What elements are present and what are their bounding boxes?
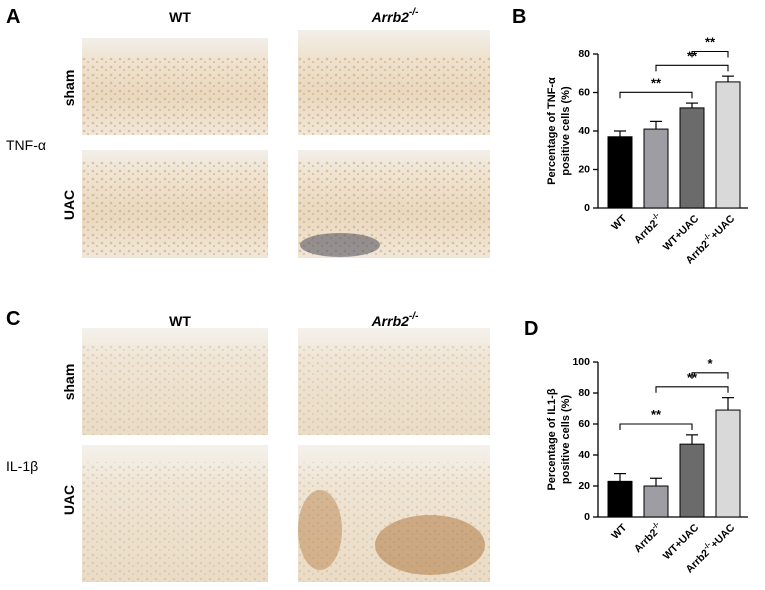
panel-label: B [512,6,526,28]
y-tick-label: 80 [578,387,590,399]
y-tick-label: 60 [578,86,590,98]
x-tick-label: Arrb2-/- [629,210,665,246]
error-bar [650,120,662,130]
significance-bracket [691,50,729,58]
row-heading: UAC [61,485,77,515]
y-axis-label: positive cells (%) [560,86,572,176]
row-heading: UAC [61,190,77,220]
image-detail [375,515,485,575]
bar [679,107,705,209]
significance-label: ** [705,35,716,50]
y-axis-label: Percentage of IL1-β [546,388,558,490]
y-tick-label: 0 [584,202,590,214]
column-heading: Arrb2-/- [371,7,420,25]
y-axis-label: positive cells (%) [560,395,572,485]
image-detail [300,233,380,257]
significance-bracket [691,372,729,379]
y-tick-label: 80 [578,48,590,60]
bar [643,128,669,209]
panel-label: D [524,318,538,340]
image-texture [82,58,268,135]
column-heading: WT [169,313,191,329]
bar [607,136,633,209]
error-bar [722,397,734,411]
y-tick-label: 0 [584,511,590,523]
bar [679,443,705,518]
error-bar [686,434,698,445]
significance-label: ** [651,407,662,422]
image-texture [82,345,268,435]
marker-label: TNF-α [6,137,46,153]
significance-bracket [619,91,693,99]
significance-bracket [655,64,729,72]
error-bar [722,75,734,82]
row-heading: sham [61,70,77,107]
significance-label: * [707,356,713,371]
significance-bracket [655,386,729,393]
image-texture [82,462,268,582]
x-tick-label: WT [609,212,629,232]
y-tick-label: 60 [578,418,590,430]
y-tick-label: 20 [578,480,590,492]
marker-label: IL-1β [6,458,38,474]
image-texture [82,160,268,258]
row-heading: sham [61,364,77,401]
y-tick-label: 100 [572,356,590,368]
y-tick-label: 40 [578,125,590,137]
y-tick-label: 20 [578,163,590,175]
bar [643,485,669,518]
panel-label: A [6,6,20,28]
significance-label: ** [651,76,662,91]
error-bar [614,130,626,137]
image-texture [298,55,490,135]
image-detail [298,490,342,570]
y-tick-label: 40 [578,449,590,461]
histology-images [82,30,490,582]
column-heading: Arrb2-/- [371,311,420,329]
x-tick-label: Arrb2-/- [629,519,665,555]
bar [607,480,633,518]
significance-bracket [619,423,693,430]
column-heading: WT [169,9,191,25]
error-bar [614,473,626,482]
bar [715,409,741,518]
panel-label: C [6,308,20,330]
x-tick-label: WT [609,521,629,541]
y-axis-label: Percentage of TNF-α [546,77,558,185]
bar [715,81,741,209]
image-texture [298,345,490,435]
error-bar [686,102,698,108]
error-bar [650,477,662,486]
